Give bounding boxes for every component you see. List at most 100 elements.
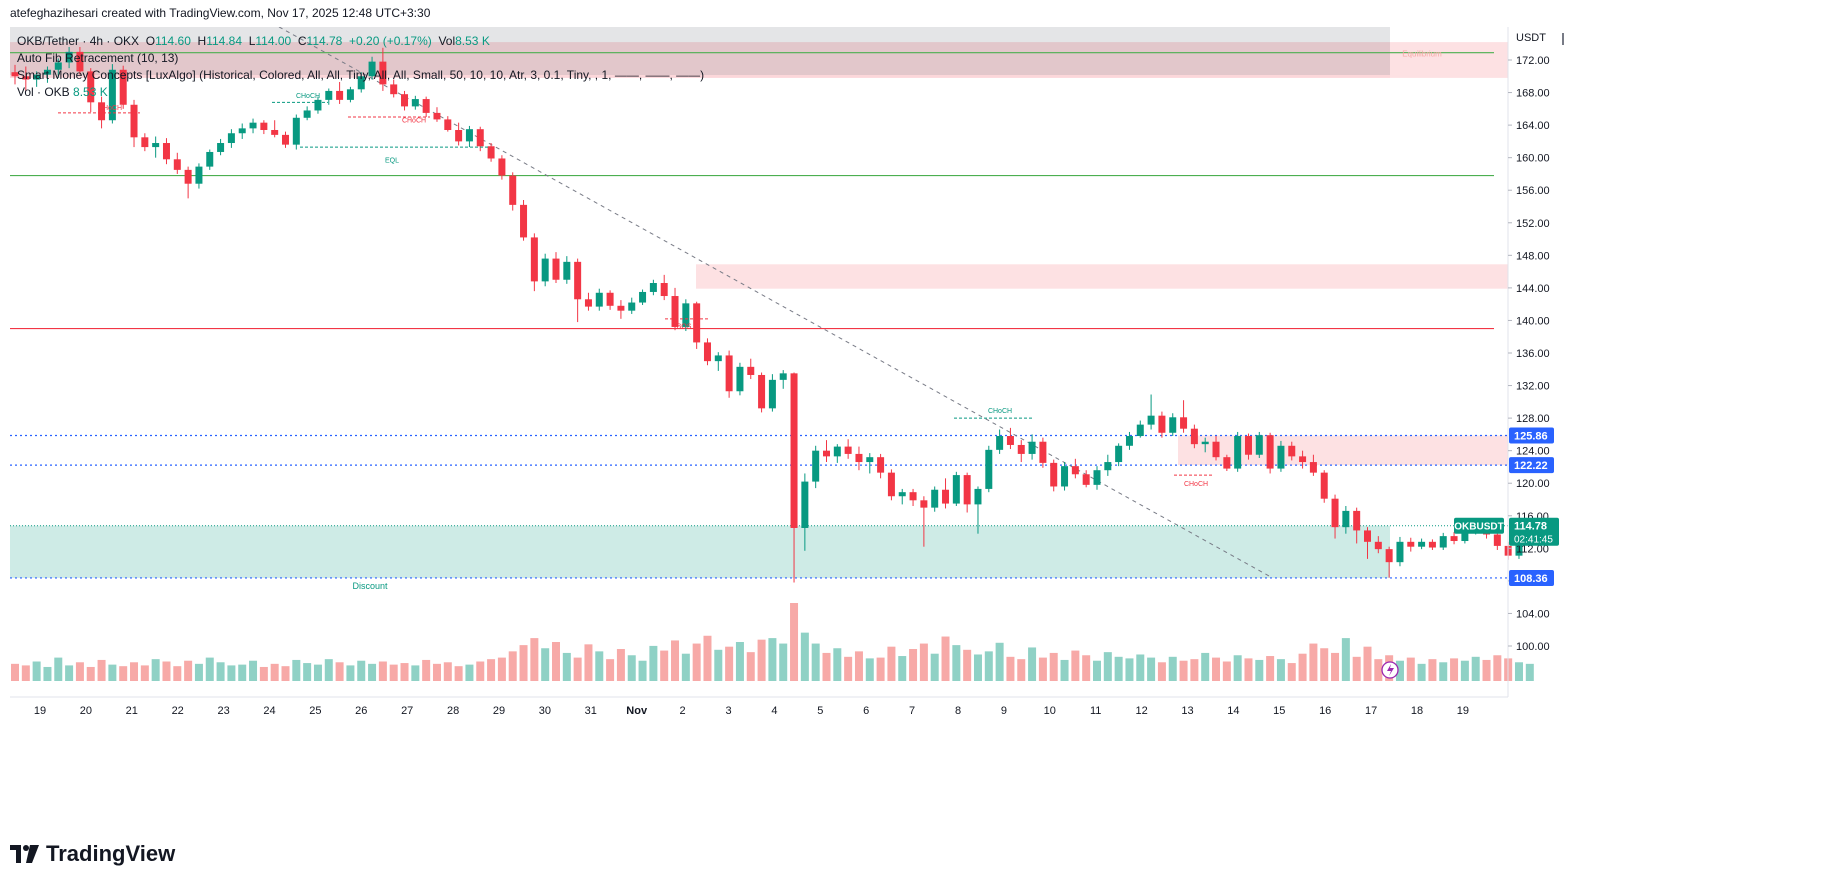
indicator-fib[interactable]: Auto Fib Retracement (10, 13) (17, 51, 179, 65)
candle-body (465, 129, 473, 142)
high-value: 114.84 (206, 34, 243, 48)
volume-bar (357, 660, 366, 681)
volume-bar (476, 661, 485, 681)
candle-body (1147, 415, 1155, 425)
volume-bar (335, 662, 344, 681)
zone-order-block-1 (696, 264, 1508, 289)
volume-bar (487, 659, 496, 681)
candle-body (336, 90, 344, 100)
candle-body (379, 61, 387, 85)
candle-body (98, 102, 106, 121)
candle-body (1061, 466, 1069, 487)
candle-body (671, 296, 679, 327)
candle-body (303, 110, 311, 118)
candle-body (649, 283, 657, 292)
candle-body (606, 292, 614, 306)
candle-body (887, 472, 895, 497)
volume-bar (671, 640, 680, 681)
x-tick-label: 18 (1411, 705, 1423, 717)
y-tick-label: 140.00 (1516, 315, 1550, 327)
candle-body (942, 489, 950, 504)
candle-body (1050, 462, 1058, 487)
candle-body (1017, 444, 1025, 454)
indicator-smc[interactable]: Smart Money Concepts [LuxAlgo] (Historic… (17, 68, 705, 82)
candle-body (790, 373, 798, 528)
x-tick-label: 15 (1273, 705, 1285, 717)
price-chart[interactable]: CHoCH CHoCH CHoCH EQL BOS CHoCH CHoCH Discount E… (10, 22, 1762, 822)
volume-bar (389, 664, 398, 681)
y-tick-label: 172.00 (1516, 55, 1550, 67)
volume-bar (1525, 663, 1534, 681)
candle-body (65, 51, 73, 63)
candle-body (866, 457, 874, 463)
x-tick-label: 19 (1457, 705, 1469, 717)
chart-legend: OKB/Tether · 4h · OKX O114.60 H114.84 L1… (17, 33, 704, 101)
volume-bar (616, 649, 625, 681)
volume-bar (919, 643, 928, 681)
volume-bar (162, 661, 171, 681)
candle-body (725, 355, 733, 392)
volume-bar (1028, 647, 1037, 681)
candle-body (292, 117, 300, 145)
y-tick-label: 152.00 (1516, 218, 1550, 230)
y-tick-label: 156.00 (1516, 185, 1550, 197)
candle-body (1190, 428, 1198, 445)
y-tick-label: 168.00 (1516, 88, 1550, 100)
candle-body (736, 366, 744, 392)
volume-bar (930, 653, 939, 681)
x-tick-label: 9 (1001, 705, 1007, 717)
candle-body (855, 453, 863, 463)
symbol-tag: OKBUSDT (1454, 522, 1503, 533)
volume-bar (984, 651, 993, 681)
volume-bar (75, 662, 84, 681)
x-tick-label: 4 (771, 705, 777, 717)
volume-bar (1082, 655, 1091, 681)
candle-body (693, 303, 701, 343)
legend-shade (10, 23, 1390, 75)
candle-body (1169, 417, 1177, 433)
symbol-info[interactable]: OKB/Tether · 4h · OKX (17, 34, 140, 48)
volume-bar (400, 663, 409, 681)
volume-bar (86, 666, 95, 681)
fib-lower-tag-bg (1509, 457, 1554, 474)
candle-body (1212, 441, 1220, 458)
volume-bar (1287, 663, 1296, 681)
smc-overlays: CHoCH CHoCH CHoCH EQL BOS CHoCH CHoCH Discount E… (58, 50, 1442, 591)
x-tick-label: 21 (126, 705, 138, 717)
logo-text: TradingView (46, 841, 176, 866)
volume-bar (43, 666, 52, 681)
volume-bars (11, 603, 1534, 681)
x-tick-label: 19 (34, 705, 46, 717)
volume-bar (1298, 653, 1307, 681)
volume-bar (324, 659, 333, 681)
volume-bar (1471, 656, 1480, 681)
candle-body (584, 299, 592, 307)
x-tick-label: 13 (1181, 705, 1193, 717)
candle-body (974, 488, 982, 505)
volume-bar (660, 650, 669, 681)
close-value: 114.78 (306, 34, 343, 48)
volume-bar (1103, 652, 1112, 681)
candle-body (76, 51, 84, 72)
candle-body (1277, 445, 1285, 469)
candle-body (1093, 470, 1101, 485)
volume-bar (876, 657, 885, 681)
candle-body (541, 258, 549, 282)
volume-bar (1428, 659, 1437, 681)
candle-body (33, 74, 41, 80)
volume-bar (151, 659, 160, 681)
candle-body (1407, 541, 1415, 547)
x-tick-label: 22 (172, 705, 184, 717)
axis-menu-icon (1562, 33, 1564, 45)
volume-bar (844, 656, 853, 681)
candle-body (703, 342, 711, 362)
volume-bar (1341, 638, 1350, 681)
fib-upper-tag-bg (1509, 427, 1554, 444)
candle-body (444, 119, 452, 130)
chart-container[interactable]: CHoCH CHoCH CHoCH EQL BOS CHoCH CHoCH Discount E… (10, 22, 1762, 822)
volume-bar (1190, 659, 1199, 681)
candle-body (152, 143, 160, 148)
indicator-volume[interactable]: Vol · OKB 8.53 K (17, 85, 108, 99)
candle-body (1223, 457, 1231, 469)
candle-body (22, 76, 30, 80)
